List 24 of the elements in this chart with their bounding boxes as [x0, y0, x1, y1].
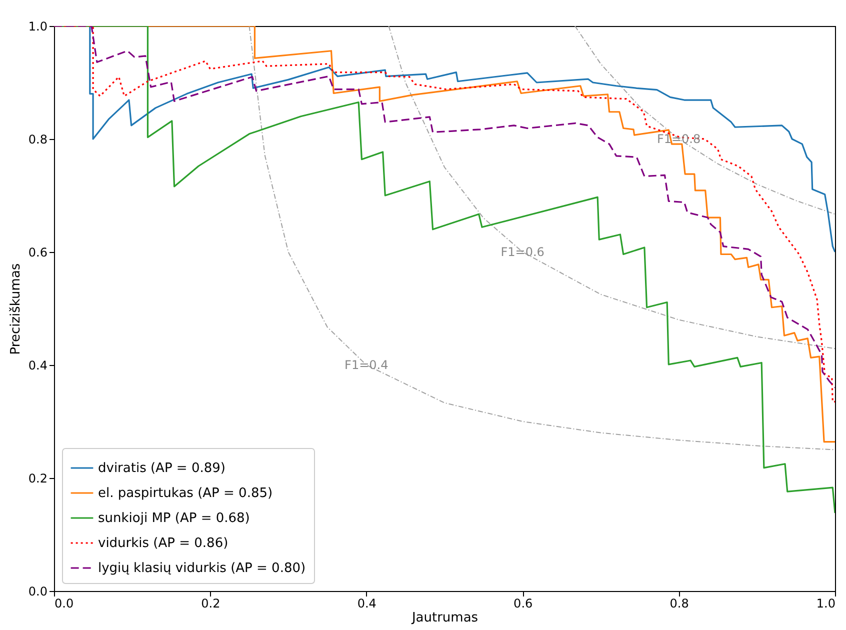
- y-tick-label: 0.6: [28, 246, 48, 260]
- y-axis-title: Preciziškumas: [8, 263, 24, 355]
- x-tick-label: 0.8: [670, 596, 689, 610]
- y-tick-label: 0.2: [28, 472, 48, 486]
- y-tick-label: 0.0: [28, 584, 48, 598]
- x-tick-label: 1.0: [816, 596, 836, 610]
- x-tick-label: 0.2: [201, 596, 220, 610]
- annotation: F1=0.4: [344, 358, 388, 372]
- x-tick-label: 0.0: [54, 596, 74, 610]
- legend-label: vidurkis (AP = 0.86): [98, 536, 228, 551]
- legend-label: dviratis (AP = 0.89): [98, 461, 226, 476]
- y-tick-label: 1.0: [28, 20, 48, 34]
- legend-label: el. paspirtukas (AP = 0.85): [98, 486, 273, 501]
- x-tick-label: 0.6: [514, 596, 533, 610]
- line-series: [248, 26, 835, 450]
- y-tick-label: 0.8: [28, 132, 48, 146]
- x-axis-title: Jautrumas: [410, 610, 478, 626]
- legend-label: lygių klasių vidurkis (AP = 0.80): [98, 561, 306, 576]
- line-series: [574, 26, 835, 215]
- y-tick-label: 0.4: [28, 358, 48, 372]
- legend-label: sunkioji MP (AP = 0.68): [98, 511, 250, 526]
- x-tick-label: 0.4: [357, 596, 376, 610]
- line-series: [388, 26, 835, 350]
- annotation: F1=0.6: [500, 245, 544, 259]
